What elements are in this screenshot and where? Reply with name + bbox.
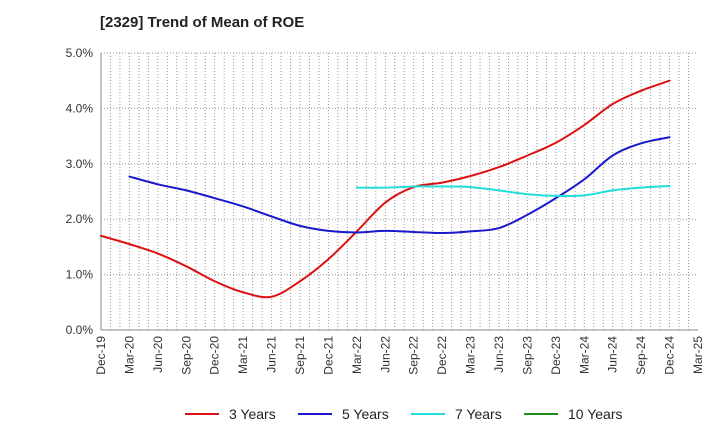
y-tick-label: 1.0% [66, 268, 94, 282]
x-tick-label: Jun-20 [151, 336, 165, 373]
x-tick-label: Mar-22 [350, 336, 364, 374]
x-tick-label: Mar-20 [122, 336, 136, 374]
x-tick-label: Dec-24 [663, 336, 677, 375]
legend-swatch [411, 413, 445, 415]
y-tick-label: 2.0% [66, 212, 94, 226]
x-tick-label: Sep-20 [179, 336, 193, 375]
x-tick-label: Mar-21 [236, 336, 250, 374]
legend-swatch [524, 413, 558, 415]
y-tick-label: 3.0% [66, 157, 94, 171]
x-tick-label: Jun-24 [606, 336, 620, 373]
x-tick-label: Mar-24 [577, 336, 591, 374]
x-tick-label: Jun-23 [492, 336, 506, 373]
x-tick-label: Sep-21 [293, 336, 307, 375]
x-tick-label: Dec-21 [321, 336, 335, 375]
y-tick-label: 4.0% [66, 101, 94, 115]
legend: 3 Years 5 Years 7 Years 10 Years [0, 404, 720, 424]
series-line-3-years [100, 79, 671, 299]
y-tick-label: 5.0% [66, 46, 94, 60]
legend-label: 7 Years [455, 406, 502, 422]
x-tick-label: Dec-23 [549, 336, 563, 375]
legend-item-5-years: 5 Years [298, 404, 389, 424]
series-line-7-years [355, 184, 671, 198]
x-tick-label: Dec-19 [94, 336, 108, 375]
x-tick-label: Sep-24 [634, 336, 648, 375]
plot-background [101, 53, 698, 330]
series-line-5-years [128, 136, 671, 235]
legend-label: 5 Years [342, 406, 389, 422]
legend-label: 10 Years [568, 406, 623, 422]
x-tick-label: Jun-22 [378, 336, 392, 373]
x-tick-label: Dec-20 [208, 336, 222, 375]
legend-item-7-years: 7 Years [411, 404, 502, 424]
chart-title: [2329] Trend of Mean of ROE [100, 14, 305, 31]
x-tick-label: Mar-25 [691, 336, 705, 374]
x-tick-label: Sep-22 [407, 336, 421, 375]
x-tick-label: Sep-23 [520, 336, 534, 375]
legend-item-10-years: 10 Years [524, 404, 623, 424]
legend-label: 3 Years [229, 406, 276, 422]
y-tick-label: 0.0% [66, 323, 94, 337]
x-tick-label: Mar-23 [464, 336, 478, 374]
x-tick-label: Jun-21 [265, 336, 279, 373]
x-tick-label: Dec-22 [435, 336, 449, 375]
legend-swatch [298, 413, 332, 415]
legend-swatch [185, 413, 219, 415]
legend-item-3-years: 3 Years [185, 404, 276, 424]
